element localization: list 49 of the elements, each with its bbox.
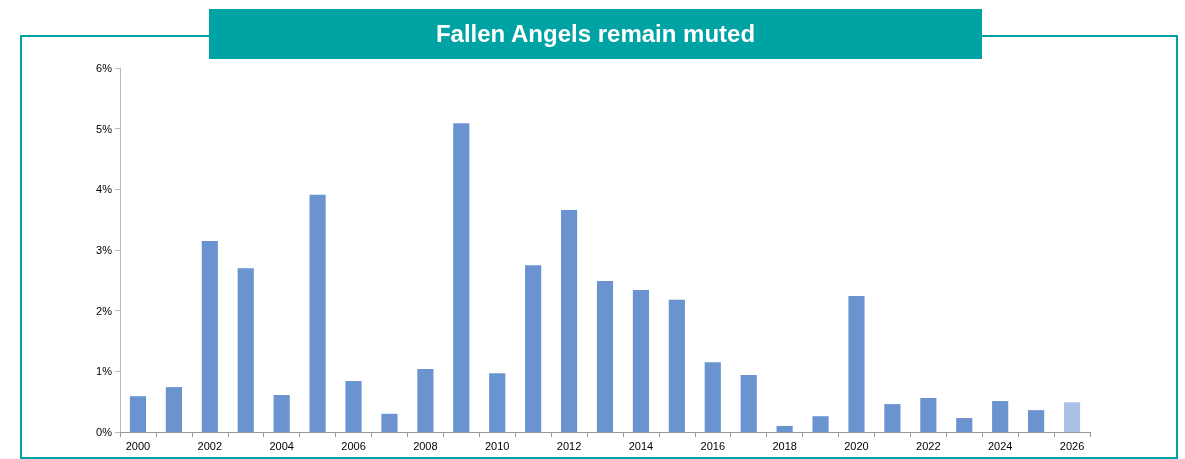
bar [668,299,685,432]
y-tick-label: 1% [96,365,113,378]
bar [776,425,793,432]
x-tick-label: 2020 [844,439,869,452]
bar [920,398,937,432]
x-tick-label: 2000 [125,439,151,452]
bar [309,194,326,432]
bar [417,368,434,432]
x-tick-label: 2024 [987,439,1013,452]
bar [956,418,973,432]
x-tick-label: 2006 [341,439,366,452]
x-tick-label: 2010 [484,439,510,452]
bar [237,268,254,432]
bar [1028,410,1045,432]
bar [1063,402,1081,432]
y-tick-label: 5% [96,122,113,135]
y-tick-label: 4% [96,183,113,196]
x-tick-label: 2014 [628,439,654,452]
bar [345,381,362,432]
bar [812,416,829,432]
y-tick-label: 6% [96,62,113,74]
x-tick-label: 2008 [413,439,438,452]
x-tick-label: 2026 [1059,439,1085,452]
x-tick-label: 2002 [197,439,223,452]
bar [201,240,218,432]
bar [525,265,542,432]
bar [632,290,650,432]
bar [596,280,614,432]
y-tick-label: 2% [96,304,113,317]
bar [453,123,470,432]
bar [884,404,901,432]
bar [273,394,290,432]
bar [992,401,1009,432]
bar [848,296,865,432]
chart-title: Fallen Angels remain muted [209,9,982,59]
bar [740,374,757,432]
bar [560,209,578,432]
x-tick-label: 2012 [556,439,582,452]
bar [129,396,147,432]
x-tick-label: 2018 [772,439,797,452]
bar [165,387,182,432]
x-tick-label: 2004 [269,439,294,452]
x-tick-label: 2016 [700,439,726,452]
bar [704,362,721,432]
y-tick-label: 0% [96,426,113,438]
y-tick-label: 3% [96,244,113,256]
x-tick-label: 2022 [916,439,941,452]
bar [489,373,506,432]
bar [381,413,398,432]
